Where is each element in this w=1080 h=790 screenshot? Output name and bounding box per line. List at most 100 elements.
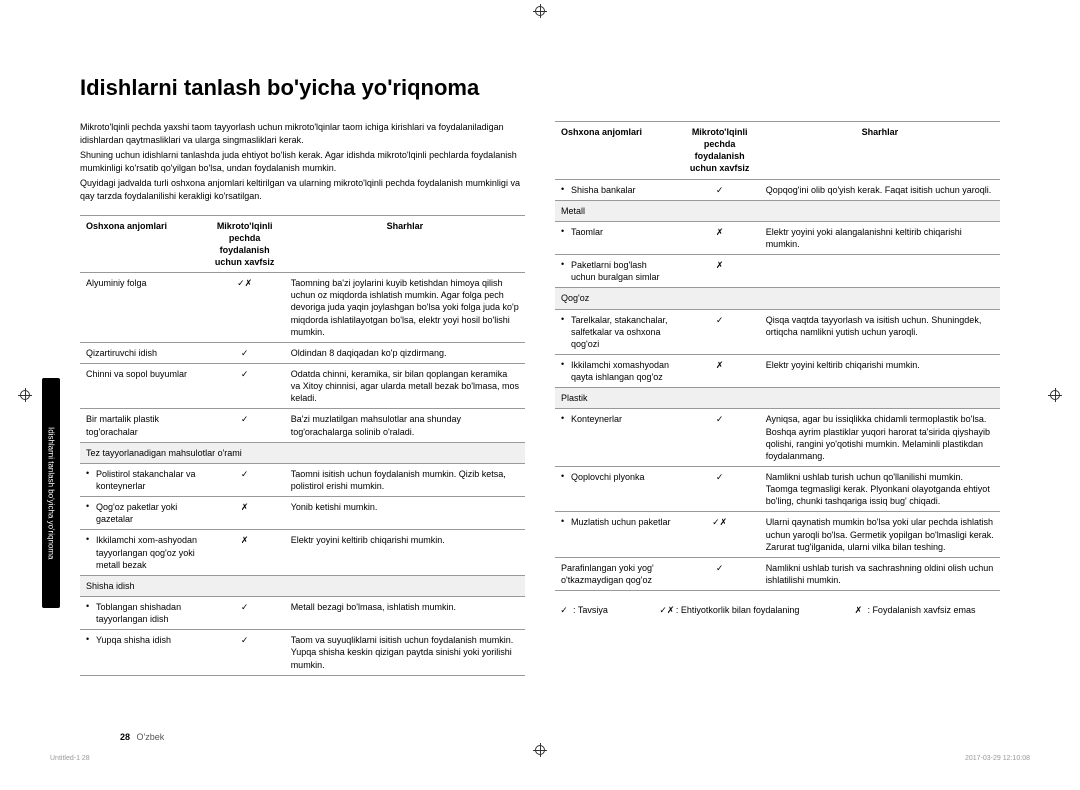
remarks-cell: Elektr yoyini keltirib chiqarishi mumkin… xyxy=(285,530,525,575)
safe-cell: ✗ xyxy=(680,354,760,387)
item-cell: Muzlatish uchun paketlar xyxy=(555,512,680,557)
intro-p1: Mikroto'lqinli pechda yaxshi taom tayyor… xyxy=(80,121,525,146)
remarks-cell: Elektr yoyini yoki alangalanishni keltir… xyxy=(760,221,1000,254)
legend-unsafe: ✗: Foydalanish xavfsiz emas xyxy=(849,605,975,616)
page-lang: O'zbek xyxy=(137,732,165,742)
item-cell: Bir martalik plastik tog'orachalar xyxy=(80,409,205,442)
item-cell: Qizartiruvchi idish xyxy=(80,342,205,363)
table-row: Shisha idish xyxy=(80,575,525,596)
safe-cell: ✓✗ xyxy=(205,273,285,343)
table-row: Paketlarni bog'lash uchun buralgan simla… xyxy=(555,255,1000,288)
table-row: Bir martalik plastik tog'orachalar✓Ba'zi… xyxy=(80,409,525,442)
remarks-cell: Elektr yoyini keltirib chiqarishi mumkin… xyxy=(760,354,1000,387)
safe-cell: ✓ xyxy=(680,409,760,467)
cookware-table-right: Oshxona anjomlari Mikroto'lqinli pechda … xyxy=(555,121,1000,591)
section-cell: Tez tayyorlanadigan mahsulotlar o'rami xyxy=(80,442,525,463)
table-row: Konteynerlar✓Ayniqsa, agar bu issiqlikka… xyxy=(555,409,1000,467)
remarks-cell: Taom va suyuqliklarni isitish uchun foyd… xyxy=(285,630,525,675)
table-row: Taomlar✗Elektr yoyini yoki alangalanishn… xyxy=(555,221,1000,254)
safe-cell: ✓ xyxy=(205,596,285,629)
safe-cell: ✓✗ xyxy=(680,512,760,557)
remarks-cell: Qopqog'ini olib qo'yish kerak. Faqat isi… xyxy=(760,179,1000,200)
item-cell: Ikkilamchi xom-ashyodan tayyorlangan qog… xyxy=(80,530,205,575)
item-cell: Chinni va sopol buyumlar xyxy=(80,363,205,408)
remarks-cell: Taomni isitish uchun foydalanish mumkin.… xyxy=(285,463,525,496)
table-row: Qizartiruvchi idish✓Oldindan 8 daqiqadan… xyxy=(80,342,525,363)
meta-left: Untitled-1 28 xyxy=(50,755,90,762)
item-cell: Toblangan shishadan tayyorlangan idish xyxy=(80,596,205,629)
cookware-table-left: Oshxona anjomlari Mikroto'lqinli pechda … xyxy=(80,215,525,676)
table-row: Alyuminiy folga✓✗Taomning ba'zi joylarin… xyxy=(80,273,525,343)
table-row: Ikkilamchi xomashyodan qayta ishlangan q… xyxy=(555,354,1000,387)
safe-cell: ✓ xyxy=(680,179,760,200)
safe-cell: ✗ xyxy=(205,530,285,575)
remarks-cell: Oldindan 8 daqiqadan ko'p qizdirmang. xyxy=(285,342,525,363)
remarks-cell: Namlikni ushlab turish va sachrashning o… xyxy=(760,557,1000,590)
table-header-row: Oshxona anjomlari Mikroto'lqinli pechda … xyxy=(80,215,525,273)
th-remarks: Sharhlar xyxy=(760,122,1000,180)
intro-p2: Shuning uchun idishlarni tanlashda juda … xyxy=(80,149,525,174)
section-cell: Shisha idish xyxy=(80,575,525,596)
section-cell: Plastik xyxy=(555,388,1000,409)
th-safe: Mikroto'lqinli pechda foydalanish uchun … xyxy=(680,122,760,180)
page-footer: 28 O'zbek xyxy=(120,732,164,742)
item-cell: Paketlarni bog'lash uchun buralgan simla… xyxy=(555,255,680,288)
registration-mark-left xyxy=(20,390,30,400)
remarks-cell: Metall bezagi bo'lmasa, ishlatish mumkin… xyxy=(285,596,525,629)
legend-care: ✓✗: Ehtiyotkorlik bilan foydalaning xyxy=(658,605,800,616)
legend-rec: ✓: Tavsiya xyxy=(555,605,608,616)
section-cell: Metall xyxy=(555,200,1000,221)
intro-block: Mikroto'lqinli pechda yaxshi taom tayyor… xyxy=(80,121,525,203)
page-number: 28 xyxy=(120,732,130,742)
safe-cell: ✓ xyxy=(205,463,285,496)
remarks-cell: Yonib ketishi mumkin. xyxy=(285,497,525,530)
remarks-cell: Ba'zi muzlatilgan mahsulotlar ana shunda… xyxy=(285,409,525,442)
safe-cell: ✓ xyxy=(680,309,760,354)
right-column: Oshxona anjomlari Mikroto'lqinli pechda … xyxy=(555,121,1000,676)
registration-mark-top xyxy=(535,6,545,16)
table-header-row: Oshxona anjomlari Mikroto'lqinli pechda … xyxy=(555,122,1000,180)
remarks-cell: Odatda chinni, keramika, sir bilan qopla… xyxy=(285,363,525,408)
intro-p3: Quyidagi jadvalda turli oshxona anjomlar… xyxy=(80,177,525,202)
table-row: Yupqa shisha idish✓Taom va suyuqliklarni… xyxy=(80,630,525,675)
table-row: Toblangan shishadan tayyorlangan idish✓M… xyxy=(80,596,525,629)
safe-cell: ✓ xyxy=(205,363,285,408)
table-row: Qog'oz paketlar yoki gazetalar✗Yonib ket… xyxy=(80,497,525,530)
remarks-cell xyxy=(760,255,1000,288)
table-row: Metall xyxy=(555,200,1000,221)
section-cell: Qog'oz xyxy=(555,288,1000,309)
table-row: Chinni va sopol buyumlar✓Odatda chinni, … xyxy=(80,363,525,408)
table-row: Qoplovchi plyonka✓Namlikni ushlab turish… xyxy=(555,466,1000,511)
safe-cell: ✓ xyxy=(680,557,760,590)
safe-cell: ✓ xyxy=(205,409,285,442)
item-cell: Qog'oz paketlar yoki gazetalar xyxy=(80,497,205,530)
table-row: Parafinlangan yoki yog' o'tkazmaydigan q… xyxy=(555,557,1000,590)
table-row: Plastik xyxy=(555,388,1000,409)
remarks-cell: Taomning ba'zi joylarini kuyib ketishdan… xyxy=(285,273,525,343)
item-cell: Alyuminiy folga xyxy=(80,273,205,343)
safe-cell: ✓ xyxy=(205,630,285,675)
item-cell: Taomlar xyxy=(555,221,680,254)
item-cell: Konteynerlar xyxy=(555,409,680,467)
th-item: Oshxona anjomlari xyxy=(80,215,205,273)
safe-cell: ✓ xyxy=(205,342,285,363)
remarks-cell: Ayniqsa, agar bu issiqlikka chidamli ter… xyxy=(760,409,1000,467)
item-cell: Tarelkalar, stakanchalar, salfetkalar va… xyxy=(555,309,680,354)
th-remarks: Sharhlar xyxy=(285,215,525,273)
legend: ✓: Tavsiya ✓✗: Ehtiyotkorlik bilan foyda… xyxy=(555,605,1000,616)
safe-cell: ✗ xyxy=(680,221,760,254)
item-cell: Ikkilamchi xomashyodan qayta ishlangan q… xyxy=(555,354,680,387)
item-cell: Polistirol stakanchalar va konteynerlar xyxy=(80,463,205,496)
item-cell: Qoplovchi plyonka xyxy=(555,466,680,511)
safe-cell: ✗ xyxy=(680,255,760,288)
item-cell: Yupqa shisha idish xyxy=(80,630,205,675)
th-item: Oshxona anjomlari xyxy=(555,122,680,180)
meta-right: 2017-03-29 12:10:08 xyxy=(965,755,1030,762)
remarks-cell: Qisqa vaqtda tayyorlash va isitish uchun… xyxy=(760,309,1000,354)
item-cell: Parafinlangan yoki yog' o'tkazmaydigan q… xyxy=(555,557,680,590)
table-row: Tarelkalar, stakanchalar, salfetkalar va… xyxy=(555,309,1000,354)
th-safe: Mikroto'lqinli pechda foydalanish uchun … xyxy=(205,215,285,273)
table-row: Ikkilamchi xom-ashyodan tayyorlangan qog… xyxy=(80,530,525,575)
page-title: Idishlarni tanlash bo'yicha yo'riqnoma xyxy=(80,75,1040,101)
safe-cell: ✓ xyxy=(680,466,760,511)
